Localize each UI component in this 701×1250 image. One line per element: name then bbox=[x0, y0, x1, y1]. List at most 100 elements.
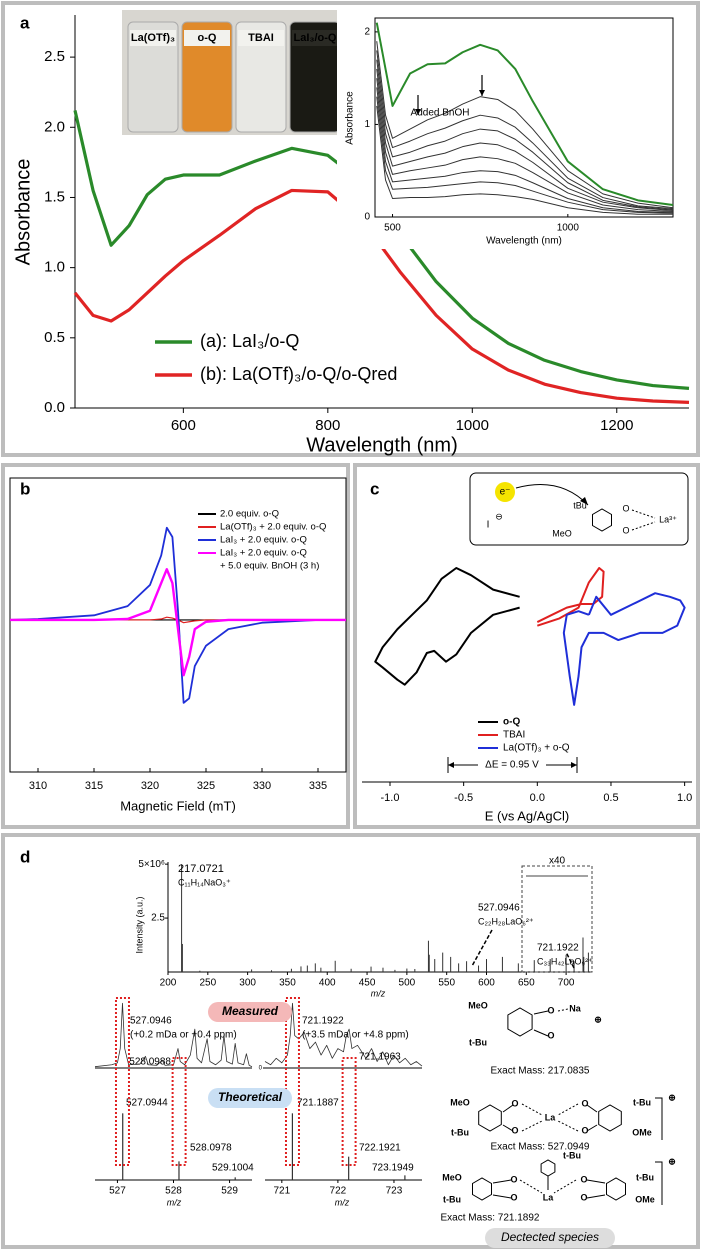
highlight-box bbox=[171, 1057, 187, 1166]
bonds bbox=[492, 1010, 606, 1199]
pill-label: Dectected species bbox=[501, 1230, 599, 1244]
y-tick-label: 2 bbox=[364, 27, 370, 38]
y-axis-label: Absorbance bbox=[12, 159, 34, 266]
vial-label-band bbox=[238, 30, 284, 46]
annotation: (+3.5 mDa or +4.8 ppm) bbox=[302, 1030, 409, 1041]
ring bbox=[606, 1177, 626, 1201]
x-tick-label: 500 bbox=[399, 978, 416, 989]
structure-label: t-Bu bbox=[469, 1037, 487, 1047]
highlight-box bbox=[114, 997, 130, 1166]
y-tick-label: 0 bbox=[364, 212, 370, 223]
data-line bbox=[562, 592, 686, 706]
data-line bbox=[376, 96, 674, 214]
exact-mass: Exact Mass: 217.0835 bbox=[491, 1066, 590, 1077]
x-tick-label: 528 bbox=[165, 1186, 182, 1197]
panel-label: a bbox=[20, 13, 30, 32]
scheme-label: tBu bbox=[573, 500, 587, 510]
annotation: 528.0988 bbox=[129, 1057, 171, 1068]
panel-label: c bbox=[370, 479, 379, 498]
x-tick-label: 723 bbox=[386, 1186, 403, 1197]
legend-label: TBAI bbox=[503, 730, 525, 741]
annotation: 721.1922 bbox=[302, 1016, 344, 1027]
data-line bbox=[376, 105, 673, 215]
annotation: 721.1922 bbox=[537, 943, 579, 954]
x-axis-label: Wavelength (nm) bbox=[486, 236, 562, 247]
data-line bbox=[536, 567, 605, 627]
data-line bbox=[94, 1002, 253, 1068]
annotation: (+0.2 mDa or +0.4 ppm) bbox=[130, 1030, 237, 1041]
arrow-head bbox=[448, 762, 454, 768]
y-tick-label: 1.5 bbox=[44, 188, 65, 205]
vial-label: o-Q bbox=[198, 32, 217, 44]
vial bbox=[235, 21, 287, 133]
scheme-label: O bbox=[622, 525, 629, 535]
vial-label-band bbox=[292, 30, 338, 46]
structure-label: t-Bu bbox=[563, 1150, 581, 1160]
vial bbox=[181, 21, 233, 133]
x-axis-label: Wavelength (nm) bbox=[306, 434, 458, 456]
vial-label-band bbox=[184, 30, 230, 46]
scheme-label: e⁻ bbox=[500, 487, 511, 498]
highlight-box bbox=[341, 1057, 357, 1166]
data-line bbox=[376, 41, 674, 209]
scheme-label: La³⁺ bbox=[659, 514, 677, 524]
y-tick-label: 0 bbox=[259, 1066, 263, 1072]
structure-label: Na bbox=[569, 1003, 581, 1013]
plot-frame bbox=[9, 477, 347, 773]
dashed-arrow bbox=[565, 951, 575, 969]
x-tick-label: 1000 bbox=[456, 417, 489, 434]
arrow-head bbox=[580, 497, 588, 505]
structure-label: OMe bbox=[632, 1127, 652, 1137]
data-line bbox=[9, 526, 346, 704]
dashed-arrow bbox=[471, 929, 493, 967]
ring bbox=[472, 1177, 492, 1201]
structure-label: ⊕ bbox=[668, 1156, 676, 1166]
x-tick-label: 1200 bbox=[600, 417, 633, 434]
panel-frame bbox=[1, 1, 700, 457]
legend-label: 2.0 equiv. o-Q bbox=[220, 509, 279, 520]
annotation: 217.0721 bbox=[178, 863, 224, 875]
y-axis-label: Absorbance bbox=[345, 91, 356, 145]
data-line bbox=[376, 50, 674, 210]
panel-frame bbox=[353, 463, 700, 829]
pill-label: Theoretical bbox=[218, 1090, 283, 1104]
structure-label: O bbox=[580, 1192, 587, 1202]
x-tick-label: 0.0 bbox=[530, 792, 545, 804]
structure-label: O bbox=[581, 1098, 588, 1108]
panel-label: d bbox=[20, 847, 30, 866]
structure-label: O bbox=[547, 1005, 554, 1015]
structure-label: ⊕ bbox=[594, 1014, 602, 1024]
annotation: 721.1887 bbox=[297, 1098, 339, 1109]
legend-label: (b): La(OTf)₃/o-Q/o-Qred bbox=[200, 364, 397, 384]
annotation: 529.1004 bbox=[212, 1163, 254, 1174]
data-line bbox=[73, 110, 690, 390]
y-tick-label: 0.0 bbox=[44, 399, 65, 416]
x-tick-label: 1.0 bbox=[677, 792, 692, 804]
structure-label: O bbox=[510, 1192, 517, 1202]
arrow-head bbox=[479, 90, 485, 96]
ring bbox=[507, 1007, 533, 1037]
scheme-label: O bbox=[622, 503, 629, 513]
structure-label: MeO bbox=[450, 1097, 470, 1107]
scheme-box bbox=[469, 472, 689, 546]
exact-mass: Exact Mass: 527.0949 bbox=[491, 1142, 590, 1153]
annotation: 723.1949 bbox=[372, 1163, 414, 1174]
y-tick-label: 2.5 bbox=[151, 913, 165, 924]
ring bbox=[598, 1104, 622, 1132]
legend-label: LaI₃ + 2.0 equiv. o-Q bbox=[220, 535, 307, 546]
pill bbox=[208, 1002, 292, 1022]
x-tick-label: 400 bbox=[319, 978, 336, 989]
pill-label: Measured bbox=[222, 1004, 279, 1018]
annotation: 527.0944 bbox=[126, 1098, 168, 1109]
x-tick-label: 325 bbox=[197, 780, 215, 792]
data-line bbox=[374, 567, 520, 686]
x-axis-label: m/z bbox=[371, 988, 386, 998]
x-axis-label: m/z bbox=[167, 1197, 182, 1207]
annotation: C₁₁H₁₄NaO₃⁺ bbox=[178, 877, 231, 887]
structure-label: O bbox=[510, 1174, 517, 1184]
data-line bbox=[10, 568, 346, 677]
x-tick-label: 350 bbox=[279, 978, 296, 989]
